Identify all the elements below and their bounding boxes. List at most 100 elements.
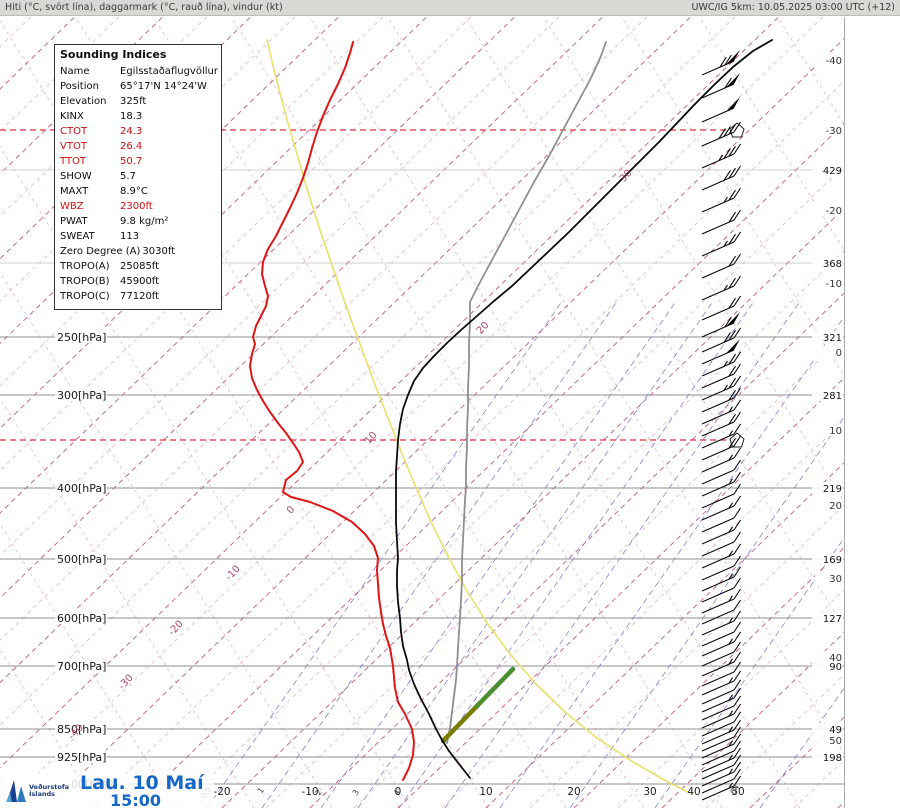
index-label: Position xyxy=(60,81,99,92)
sounding-index-row: Position 65°17'N 14°24'W xyxy=(60,79,216,94)
logo-line2: Íslands xyxy=(29,790,56,798)
svg-text:-40: -40 xyxy=(826,56,842,67)
svg-text:-30: -30 xyxy=(826,126,842,137)
veðurstofa-logo-text: Veðurstofa Íslands xyxy=(29,784,69,798)
sounding-index-row: Name Egilsstaðaflugvöllur xyxy=(60,64,218,79)
svg-text:850[hPa]: 850[hPa] xyxy=(57,723,106,736)
sounding-index-row: SHOW 5.7 xyxy=(60,169,216,184)
svg-text:20: 20 xyxy=(829,501,842,512)
index-value: Egilsstaðaflugvöllur xyxy=(120,66,218,77)
svg-text:40: 40 xyxy=(687,786,700,798)
index-value: 5.7 xyxy=(120,171,136,182)
svg-text:10: 10 xyxy=(829,426,842,437)
index-value: 9.8 kg/m² xyxy=(120,216,169,227)
svg-text:40: 40 xyxy=(829,653,842,664)
index-value: 26.4 xyxy=(120,141,143,152)
svg-text:-30: -30 xyxy=(117,673,136,692)
svg-text:700[hPa]: 700[hPa] xyxy=(57,660,106,673)
index-value: 24.3 xyxy=(120,126,143,137)
veðurstofa-logo: Veðurstofa Íslands xyxy=(2,774,73,808)
sounding-index-row: TTOT 50.7 xyxy=(60,154,216,169)
dewpoint-curve xyxy=(249,41,415,781)
svg-text:250[hPa]: 250[hPa] xyxy=(57,331,106,344)
svg-text:-10: -10 xyxy=(301,786,318,798)
datetime-overlay: Veðurstofa Íslands Lau. 10 Maí 15:00 xyxy=(0,772,214,810)
index-label: Elevation xyxy=(60,96,107,107)
svg-text:10: 10 xyxy=(363,430,380,447)
veðurstofa-logo-icon xyxy=(6,780,26,802)
index-label: SHOW xyxy=(60,171,92,182)
svg-text:169: 169 xyxy=(823,555,842,566)
svg-text:90: 90 xyxy=(829,662,842,673)
sounding-index-row: KINX 18.3 xyxy=(60,109,216,124)
index-label: TROPO(A) xyxy=(60,261,110,272)
index-value: 25085ft xyxy=(120,261,160,272)
index-label: TROPO(C) xyxy=(60,291,110,302)
index-label: PWAT xyxy=(60,216,88,227)
index-value: 18.3 xyxy=(120,111,143,122)
sounding-indices-rows: Name Egilsstaðaflugvöllur Position 65°17'N … xyxy=(60,64,218,304)
index-value: 113 xyxy=(120,231,140,242)
index-label: TTOT xyxy=(60,156,87,167)
panel-title: Sounding Indices xyxy=(60,48,167,61)
sounding-index-row: TROPO(A) 25085ft xyxy=(60,259,216,274)
sounding-index-row: MAXT 8.9°C xyxy=(60,184,216,199)
date-selector[interactable]: Lau. 10 Maí xyxy=(80,772,204,794)
wind-barbs xyxy=(701,50,741,801)
sounding-index-row: SWEAT 113 xyxy=(60,229,216,244)
shear-segment-1 xyxy=(474,666,516,709)
svg-text:429: 429 xyxy=(823,166,842,177)
index-value: 325ft xyxy=(120,96,147,107)
index-value: 65°17'N 14°24'W xyxy=(120,81,207,92)
svg-text:300[hPa]: 300[hPa] xyxy=(57,389,106,402)
index-label: KINX xyxy=(60,111,84,122)
model-run-text: UWC/IG 5km: 10.05.2025 03:00 UTC (+12) xyxy=(691,2,895,13)
svg-text:-20: -20 xyxy=(167,619,186,638)
sounding-index-row: CTOT 24.3 xyxy=(60,124,216,139)
temperature-curve xyxy=(395,39,773,779)
svg-text:1: 1 xyxy=(256,786,266,795)
index-label: MAXT xyxy=(60,186,89,197)
svg-text:20: 20 xyxy=(567,786,580,798)
index-value: 3030ft xyxy=(142,246,176,257)
sounding-index-row: Elevation 325ft xyxy=(60,94,216,109)
sounding-index-row: Zero Degree (A) 3030ft xyxy=(60,244,216,259)
svg-text:2: 2 xyxy=(314,788,324,797)
reference-curve xyxy=(266,39,691,794)
svg-text:600[hPa]: 600[hPa] xyxy=(57,612,106,625)
svg-text:30: 30 xyxy=(618,168,635,185)
svg-text:50: 50 xyxy=(829,736,842,747)
sounding-index-row: PWAT 9.8 kg/m² xyxy=(60,214,216,229)
index-value: 50.7 xyxy=(120,156,143,167)
svg-text:3: 3 xyxy=(351,788,361,797)
logo-line1: Veðurstofa xyxy=(29,783,70,791)
grid-lines xyxy=(0,17,845,808)
svg-text:281: 281 xyxy=(823,391,842,402)
time-selector[interactable]: 15:00 xyxy=(110,791,161,810)
svg-text:30: 30 xyxy=(829,574,842,585)
svg-text:219: 219 xyxy=(823,484,842,495)
parcel-curve xyxy=(446,41,607,744)
index-label: Zero Degree (A) xyxy=(60,246,141,257)
index-label: Name xyxy=(60,66,90,77)
svg-text:10: 10 xyxy=(479,786,492,798)
svg-text:50: 50 xyxy=(731,786,744,798)
sounding-index-row: WBZ 2300ft xyxy=(60,199,216,214)
svg-text:400[hPa]: 400[hPa] xyxy=(57,482,106,495)
svg-text:0: 0 xyxy=(285,504,297,516)
index-value: 45900ft xyxy=(120,276,160,287)
svg-text:-20: -20 xyxy=(826,206,842,217)
shear-segment-0 xyxy=(440,702,481,744)
index-label: TROPO(B) xyxy=(60,276,110,287)
svg-text:49: 49 xyxy=(829,725,842,736)
index-label: SWEAT xyxy=(60,231,95,242)
sounding-index-row: TROPO(B) 45900ft xyxy=(60,274,216,289)
svg-text:198: 198 xyxy=(823,753,842,764)
svg-text:-10: -10 xyxy=(826,279,842,290)
chart-legend-text: Hiti (°C, svört lína), daggarmark (°C, r… xyxy=(5,2,283,13)
svg-text:-20: -20 xyxy=(213,786,230,798)
index-value: 2300ft xyxy=(120,201,153,212)
index-label: WBZ xyxy=(60,201,84,212)
svg-text:500[hPa]: 500[hPa] xyxy=(57,553,106,566)
